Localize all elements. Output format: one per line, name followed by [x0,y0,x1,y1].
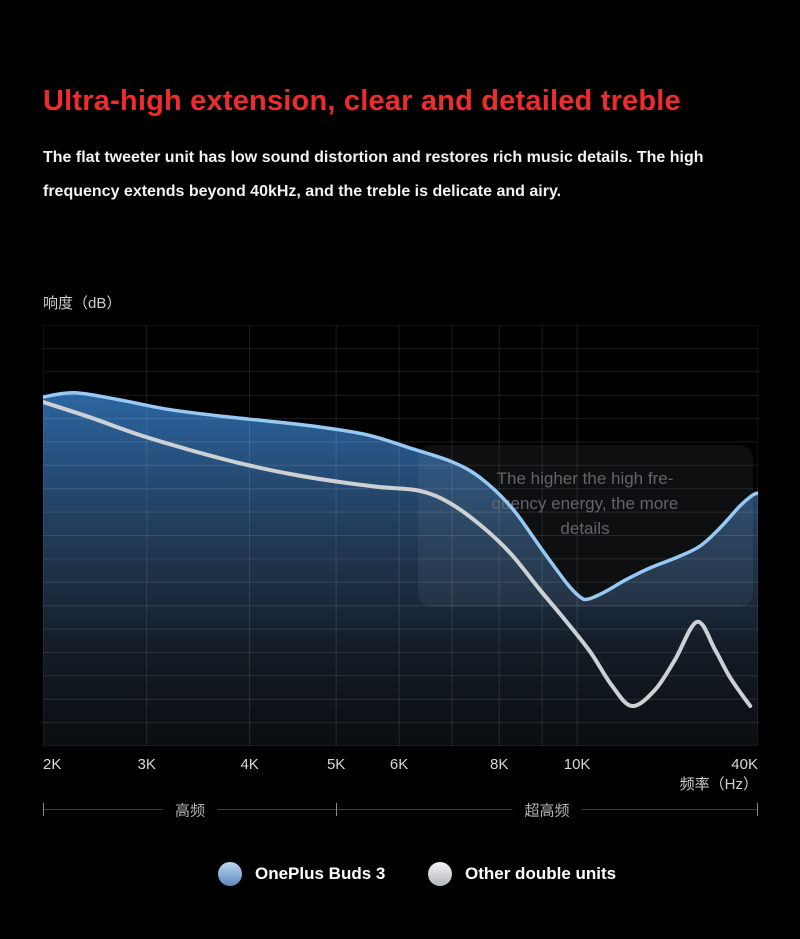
other-double-units-curve [41,400,753,708]
chart-svg: The higher the high fre-quency energy, t… [41,324,760,747]
legend-dot-gray [428,862,452,886]
x-tick-label-10k: 10K [563,756,591,773]
description: The flat tweeter unit has low sound dist… [43,149,704,200]
legend-item-oneplus-buds3: OnePlus Buds 3 [218,858,385,890]
y-axis-label: 响度（dB） [43,295,122,312]
x-tick-label-4k: 4K [240,756,259,773]
headline: Ultra-high extension, clear and detailed… [43,85,681,117]
oneplus-buds3-curve [41,391,760,602]
legend: OnePlus Buds 3 Other double units [0,858,800,890]
annotation-text-line: The higher the high fre- [497,469,674,488]
annotation-text-line: quency energy, the more [492,494,679,513]
annotation-box [418,445,753,607]
bracket-tick-start [43,803,44,816]
x-tick-label-6k: 6K [389,756,409,773]
bracket-tick-end [757,803,758,816]
x-tick-label-8k: 8K [489,756,509,773]
bracket-line [43,809,758,810]
buds3-area-fill [43,392,758,746]
x-axis-ticks: 2K 3K 4K 5K 6K 8K 10K 40K [43,756,758,776]
x-axis-unit-label: 频率（Hz） [679,776,758,793]
legend-label-other-double-units: Other double units [465,864,617,883]
range-label-ultra-high-frequency: 超高频 [512,799,582,821]
range-label-high-frequency: 高频 [162,799,218,821]
x-tick-label-3k: 3K [137,756,156,773]
legend-dot-blue [218,862,242,886]
annotation-text-line: details [560,519,609,538]
x-tick-label-5k: 5K [326,756,346,773]
frequency-response-chart: The higher the high fre-quency energy, t… [41,324,760,747]
grid [42,324,759,747]
x-tick-label-2k: 2K [43,756,62,773]
bracket-tick-middle [336,803,337,816]
legend-item-other-double-units: Other double units [428,858,616,890]
x-tick-label-40k: 40K [731,756,758,773]
legend-label-oneplus-buds3: OnePlus Buds 3 [255,864,386,883]
